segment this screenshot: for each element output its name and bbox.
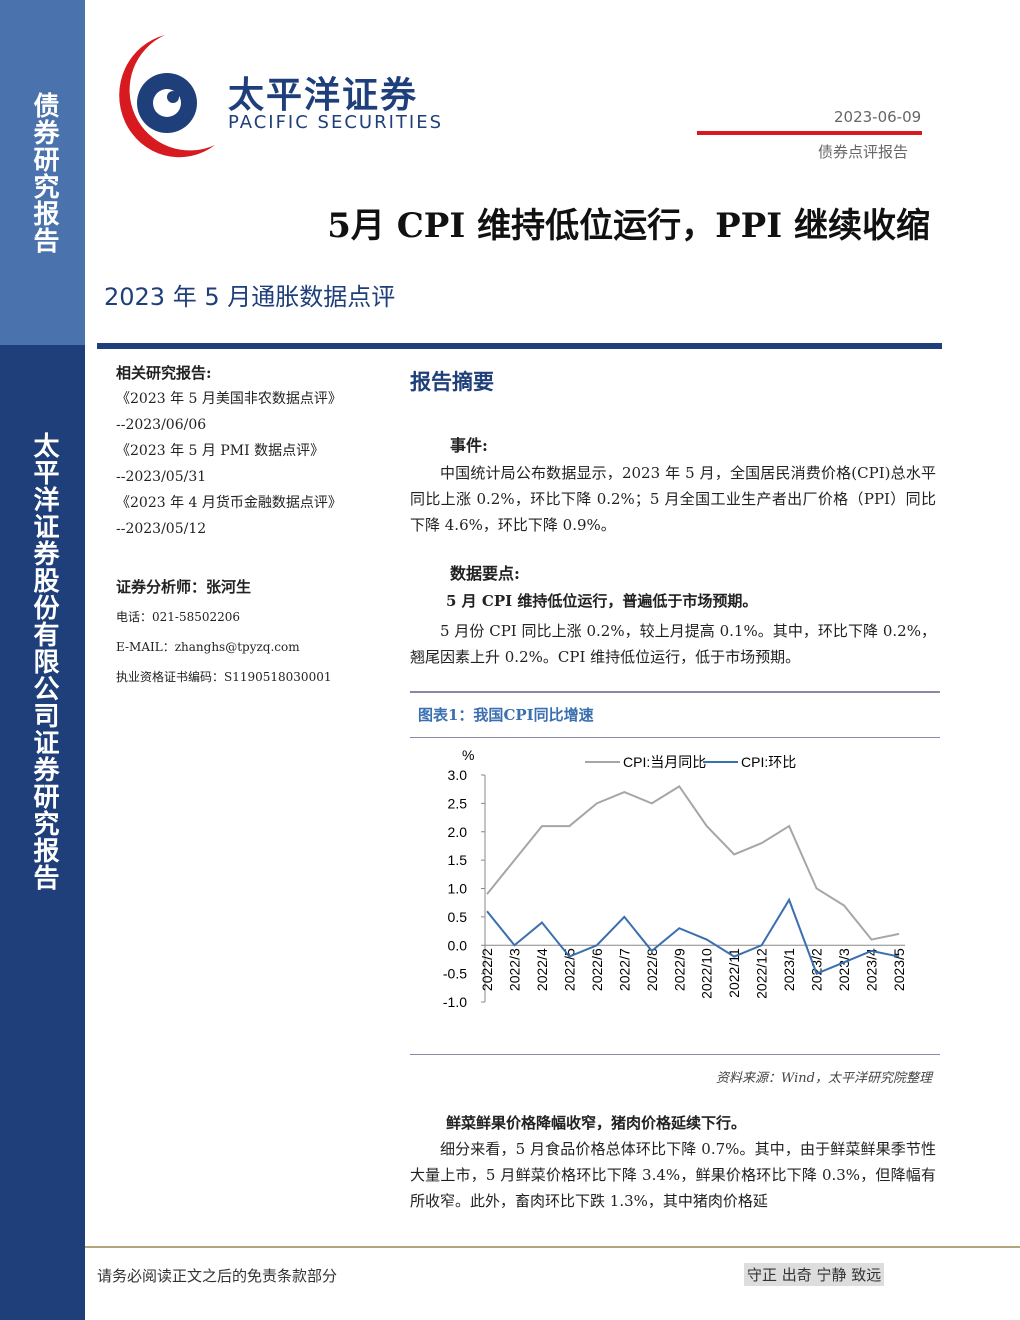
related-item: 《2023 年 5 月美国非农数据点评》 — [116, 391, 342, 407]
chart-source: 资料来源：Wind，太平洋研究院整理 — [716, 1071, 932, 1086]
logo-en: PACIFIC SECURITIES — [228, 112, 443, 133]
related-date: --2023/05/12 — [116, 521, 207, 537]
logo-mark — [119, 35, 215, 158]
x-tick-label: 2022/10 — [699, 948, 715, 999]
chart-rule — [410, 1054, 940, 1055]
x-tick-label: 2022/7 — [616, 948, 632, 991]
event-text: 中国统计局公布数据显示，2023 年 5 月，全国居民消费价格(CPI)总水平同… — [410, 464, 936, 534]
point-heading: 5 月 CPI 维持低位运行，普遍低于市场预期。 — [446, 592, 758, 610]
y-tick-label: 1.0 — [448, 881, 468, 897]
x-tick-label: 2022/9 — [671, 948, 687, 991]
related-date: --2023/05/31 — [116, 469, 207, 485]
x-tick-label: 2022/11 — [726, 948, 742, 998]
analyst-phone: 电话：021-58502206 — [116, 610, 241, 624]
y-axis-label: % — [462, 747, 474, 763]
sidebar-company: 太平洋证券股份有限公司证券研究报告 — [29, 432, 59, 891]
x-tick-label: 2023/3 — [836, 948, 852, 991]
y-tick-label: 2.0 — [448, 824, 468, 840]
related-heading: 相关研究报告: — [116, 364, 212, 382]
chart-rule — [410, 737, 940, 738]
legend-label: CPI:环比 — [741, 754, 796, 770]
y-tick-label: -1.0 — [443, 994, 467, 1010]
logo-cn: 太平洋证券 — [228, 75, 419, 116]
chart-rule — [410, 691, 940, 693]
analyst-license: 执业资格证书编码：S1190518030001 — [116, 670, 332, 684]
related-date: --2023/06/06 — [116, 417, 207, 433]
title-rule — [97, 343, 942, 349]
footer-disclaimer: 请务必阅读正文之后的免责条款部分 — [97, 1267, 338, 1285]
x-tick-label: 2023/2 — [809, 948, 825, 991]
report-type: 债券点评报告 — [818, 143, 909, 161]
event-heading: 事件: — [450, 436, 488, 455]
related-item: 《2023 年 4 月货币金融数据点评》 — [116, 495, 342, 511]
x-tick-label: 2022/3 — [506, 948, 522, 991]
points-heading: 数据要点: — [450, 564, 520, 583]
x-tick-label: 2022/2 — [479, 948, 495, 991]
chart: % -1.0 -0.5 0.0 0.5 1.0 1.5 2.0 2.5 3.0 2022/2 2022… — [443, 747, 907, 1010]
summary-body: 事件: 中国统计局公布数据显示，2023 年 5 月，全国居民消费价格(CPI)… — [410, 432, 936, 670]
point-text: 细分来看，5 月食品价格总体环比下降 0.7%。其中，由于鲜菜鲜果季节性大量上市… — [410, 1140, 936, 1210]
chart-caption: 图表1：我国CPI同比增速 — [418, 706, 594, 724]
related-item: 《2023 年 5 月 PMI 数据点评》 — [116, 443, 325, 459]
x-tick-label: 2023/4 — [864, 948, 880, 991]
sidebar-bottom — [0, 345, 85, 1320]
report-subtitle: 2023 年 5 月通胀数据点评 — [104, 283, 396, 311]
x-tick-label: 2022/5 — [561, 948, 577, 991]
point-text: 5 月份 CPI 同比上涨 0.2%，较上月提高 0.1%。其中，环比下降 0.… — [410, 622, 936, 666]
summary-heading: 报告摘要 — [410, 369, 494, 394]
x-tick-label: 2023/1 — [781, 948, 797, 991]
footer-motto: 守正 出奇 宁静 致远 — [744, 1263, 885, 1286]
sidebar-label: 债券研究报告 — [29, 92, 59, 254]
y-tick-label: 3.0 — [448, 767, 468, 783]
x-tick-label: 2022/6 — [589, 948, 605, 991]
x-tick-label: 2022/4 — [534, 948, 550, 991]
y-tick-label: 0.5 — [448, 909, 468, 925]
series-line — [486, 784, 900, 941]
sidebar-top — [0, 0, 85, 345]
point-heading: 鲜菜鲜果价格降幅收窄，猪肉价格延续下行。 — [446, 1114, 747, 1132]
left-column: 相关研究报告: 《2023 年 5 月美国非农数据点评》 --2023/06/0… — [116, 360, 386, 692]
y-tick-label: 0.0 — [448, 937, 468, 953]
y-tick-label: -0.5 — [443, 966, 467, 982]
x-tick-label: 2023/5 — [891, 948, 907, 991]
y-tick-label: 2.5 — [448, 795, 468, 811]
x-tick-label: 2022/12 — [754, 948, 770, 999]
footer-rule — [85, 1246, 1020, 1248]
series-line — [486, 897, 900, 975]
analyst-heading: 证券分析师：张河生 — [116, 578, 252, 596]
analyst-email: E-MAIL：zhanghs@tpyzq.com — [116, 640, 300, 654]
summary-body: 鲜菜鲜果价格降幅收窄，猪肉价格延续下行。 细分来看，5 月食品价格总体环比下降 … — [410, 1110, 936, 1214]
report-date: 2023-06-09 — [834, 108, 922, 126]
report-title: 5月 CPI 维持低位运行，PPI 继续收缩 — [327, 206, 930, 246]
x-tick-label: 2022/8 — [644, 948, 660, 991]
legend-label: CPI:当月同比 — [623, 754, 706, 770]
red-rule — [697, 131, 922, 135]
y-tick-label: 1.5 — [448, 852, 468, 868]
